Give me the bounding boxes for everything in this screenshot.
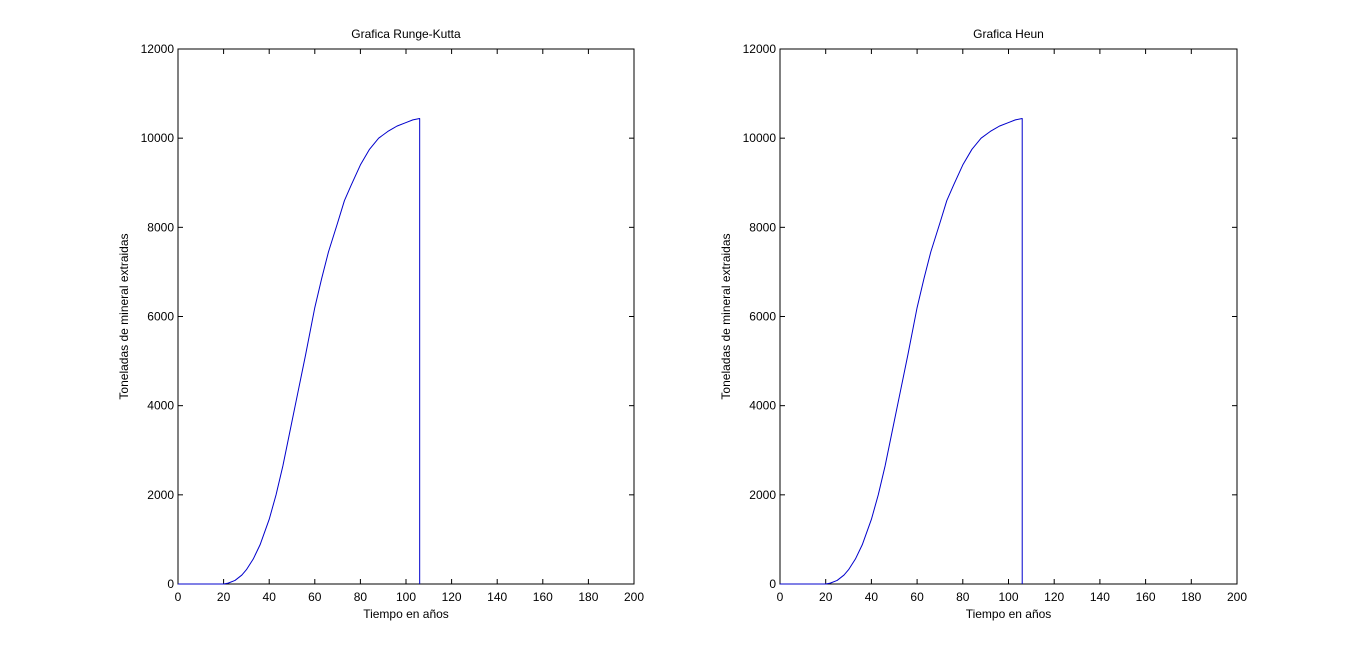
x-tick-label: 160: [533, 590, 553, 604]
x-tick-label: 60: [308, 590, 322, 604]
x-tick-label: 200: [1227, 590, 1247, 604]
y-tick-label: 12000: [141, 42, 175, 56]
x-axis-label: Tiempo en años: [363, 607, 449, 621]
x-tick-label: 140: [487, 590, 507, 604]
x-tick-label: 0: [175, 590, 182, 604]
x-tick-label: 40: [865, 590, 879, 604]
x-tick-label: 140: [1090, 590, 1110, 604]
x-tick-label: 180: [1181, 590, 1201, 604]
plot-area: [779, 48, 1238, 585]
x-tick-label: 100: [998, 590, 1018, 604]
y-tick-label: 4000: [749, 399, 776, 413]
x-tick-label: 20: [217, 590, 231, 604]
series-line: [178, 118, 421, 585]
y-axis-label: Toneladas de mineral extraidas: [117, 233, 131, 399]
y-tick-label: 2000: [147, 488, 174, 502]
y-tick-label: 4000: [147, 399, 174, 413]
y-tick-label: 12000: [743, 42, 777, 56]
y-tick-label: 6000: [749, 310, 776, 324]
x-tick-label: 160: [1136, 590, 1156, 604]
x-tick-label: 0: [777, 590, 784, 604]
y-tick-label: 0: [769, 577, 776, 591]
x-tick-label: 120: [442, 590, 462, 604]
x-tick-label: 20: [819, 590, 833, 604]
y-tick-label: 2000: [749, 488, 776, 502]
chart-runge-kutta: 0 20 40 60 80 100 120 140 160 180 2000200040006000…: [117, 27, 644, 621]
x-tick-label: 60: [910, 590, 924, 604]
x-tick-label: 120: [1044, 590, 1064, 604]
chart-title: Grafica Heun: [973, 27, 1044, 41]
x-tick-label: 40: [263, 590, 277, 604]
x-tick-label: 180: [578, 590, 598, 604]
y-tick-label: 0: [167, 577, 174, 591]
y-tick-label: 8000: [147, 220, 174, 234]
y-tick-label: 6000: [147, 310, 174, 324]
y-tick-label: 8000: [749, 220, 776, 234]
x-tick-label: 80: [354, 590, 368, 604]
y-axis-label: Toneladas de mineral extraidas: [719, 233, 733, 399]
chart-title: Grafica Runge-Kutta: [351, 27, 461, 41]
x-tick-label: 100: [396, 590, 416, 604]
plot-area: [177, 48, 635, 585]
x-axis-label: Tiempo en años: [966, 607, 1052, 621]
x-tick-label: 200: [624, 590, 644, 604]
x-tick-label: 80: [956, 590, 970, 604]
series-line: [780, 118, 1023, 585]
y-tick-label: 10000: [141, 131, 175, 145]
chart-heun: 0 20 40 60 80 100 120 140 160 180 2000200040006000…: [719, 27, 1247, 621]
y-tick-label: 10000: [743, 131, 777, 145]
